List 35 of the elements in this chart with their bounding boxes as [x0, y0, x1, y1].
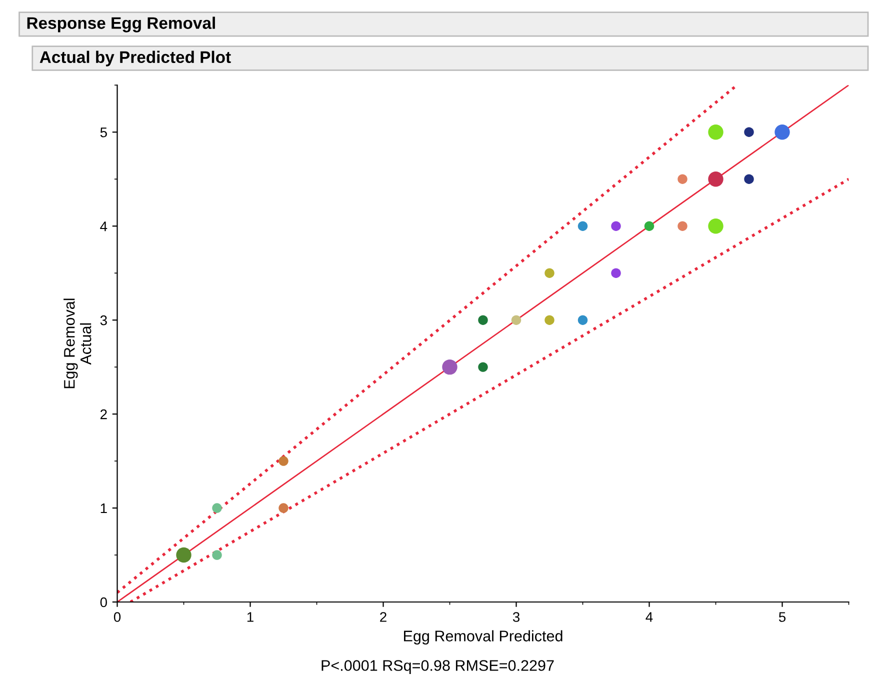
point	[278, 503, 288, 513]
point	[611, 221, 621, 231]
y-axis-title: Egg Removal Actual	[64, 298, 92, 388]
point	[478, 362, 488, 372]
x-tick-label: 0	[114, 612, 121, 622]
point	[611, 268, 621, 278]
x-tick-label: 3	[512, 612, 520, 622]
point	[678, 174, 688, 184]
x-tick-label: 2	[380, 612, 386, 622]
point	[578, 315, 588, 325]
x-tick-label: 1	[247, 612, 254, 622]
x-axis-title: Egg Removal Predicted	[404, 630, 562, 644]
y-tick-label: 1	[100, 504, 107, 514]
point	[212, 503, 222, 513]
point	[511, 315, 522, 325]
point	[578, 221, 588, 231]
point	[744, 174, 754, 184]
y-tick-label: 3	[100, 315, 107, 326]
point	[744, 127, 754, 137]
y-tick-label: 0	[100, 597, 107, 608]
point	[644, 221, 654, 231]
y-tick-label: 2	[100, 409, 107, 420]
point	[544, 268, 554, 278]
point	[678, 221, 688, 231]
y-tick-label: 4	[100, 222, 108, 232]
chart-subtitle: Actual by Predicted Plot	[40, 50, 231, 66]
point	[212, 550, 222, 560]
y-tick-label: 5	[100, 128, 107, 138]
chart-title: Response Egg Removal	[27, 16, 215, 32]
x-tick-label: 4	[646, 612, 653, 622]
point	[478, 315, 488, 325]
x-tick-label: 5	[778, 612, 786, 622]
text: P<.0001 RSq=0.98 RMSE=0.2297	[322, 660, 554, 674]
point	[278, 456, 288, 466]
point	[544, 315, 554, 325]
